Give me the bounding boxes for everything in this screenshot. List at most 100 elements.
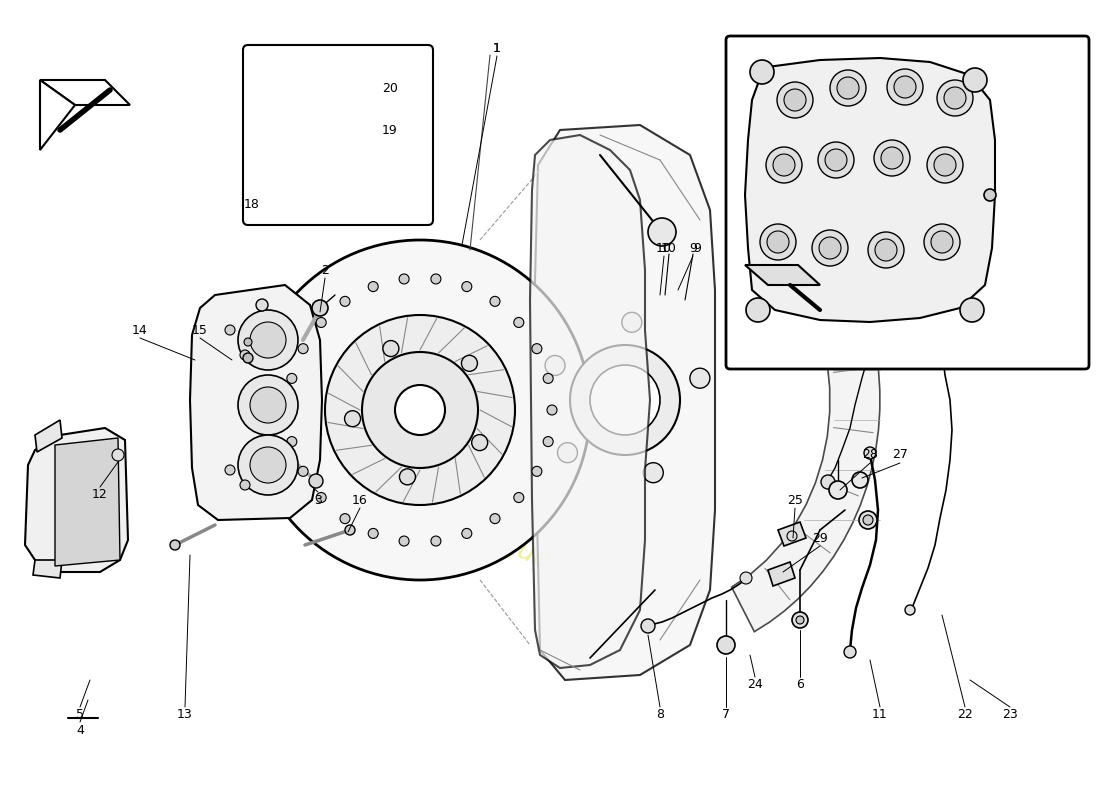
Circle shape [746,298,770,322]
Circle shape [270,74,311,116]
Circle shape [934,154,956,176]
Text: 18: 18 [244,198,260,211]
Circle shape [399,469,416,485]
Circle shape [905,605,915,615]
Circle shape [868,232,904,268]
Circle shape [927,147,962,183]
Circle shape [334,99,346,111]
Text: 1: 1 [493,42,500,54]
Circle shape [844,646,856,658]
Text: 28: 28 [862,449,878,462]
Circle shape [226,465,235,475]
Circle shape [340,296,350,306]
Circle shape [944,87,966,109]
Circle shape [264,184,276,196]
Text: 5: 5 [76,709,84,722]
Circle shape [514,493,524,502]
Circle shape [399,274,409,284]
Circle shape [543,437,553,446]
Circle shape [319,84,361,126]
Circle shape [345,525,355,535]
Text: 6: 6 [796,678,804,691]
Circle shape [543,374,553,383]
Circle shape [257,124,299,166]
Circle shape [226,325,235,335]
Circle shape [690,368,710,388]
Circle shape [340,514,350,524]
Circle shape [431,274,441,284]
Circle shape [773,154,795,176]
Circle shape [514,318,524,327]
Text: 27: 27 [892,449,907,462]
Text: 9: 9 [689,242,697,254]
Circle shape [644,462,663,482]
Circle shape [820,237,842,259]
Circle shape [316,493,327,502]
Circle shape [962,68,987,92]
Circle shape [309,474,323,488]
Circle shape [546,355,565,375]
Text: a passion for parts catalogue: a passion for parts catalogue [187,406,553,574]
FancyBboxPatch shape [726,36,1089,369]
Circle shape [395,385,446,435]
Circle shape [570,345,680,455]
Text: 3: 3 [315,494,322,506]
Circle shape [240,350,250,360]
Circle shape [717,636,735,654]
Text: 16: 16 [352,494,367,506]
Text: 25: 25 [788,494,803,506]
Circle shape [431,536,441,546]
Circle shape [324,315,515,505]
Circle shape [648,218,676,246]
Circle shape [298,344,308,354]
Circle shape [383,341,399,357]
Circle shape [344,410,361,426]
Circle shape [324,134,336,146]
Circle shape [874,239,896,261]
Text: 13: 13 [177,709,192,722]
Text: 9: 9 [693,242,701,254]
Text: 29: 29 [812,531,828,545]
Circle shape [243,353,253,363]
Circle shape [829,481,847,499]
Circle shape [740,572,752,584]
Polygon shape [535,125,715,680]
Circle shape [937,343,947,353]
Polygon shape [745,265,820,285]
Circle shape [547,405,557,415]
Polygon shape [40,80,75,150]
Circle shape [298,466,308,476]
Circle shape [818,142,854,178]
Circle shape [864,447,876,459]
Text: 10: 10 [661,242,676,254]
Circle shape [240,480,250,490]
Circle shape [250,387,286,423]
Circle shape [244,338,252,346]
Circle shape [852,472,868,488]
Text: 21: 21 [910,323,926,337]
Circle shape [461,355,477,371]
Circle shape [641,619,654,633]
Circle shape [249,169,292,211]
Text: 15: 15 [192,323,208,337]
Circle shape [766,147,802,183]
Polygon shape [745,58,996,322]
Circle shape [558,442,578,462]
Circle shape [278,83,303,107]
Text: 7: 7 [722,709,730,722]
Circle shape [874,140,910,176]
Circle shape [462,282,472,291]
Text: 14: 14 [132,323,147,337]
Text: 20: 20 [382,82,398,94]
Circle shape [532,344,542,354]
Text: 10: 10 [656,242,672,254]
Circle shape [301,167,343,209]
Circle shape [792,612,808,628]
Circle shape [316,318,327,327]
Circle shape [250,322,286,358]
Circle shape [462,529,472,538]
Circle shape [309,119,351,161]
Circle shape [881,147,903,169]
Polygon shape [732,168,880,632]
FancyBboxPatch shape [243,45,433,225]
